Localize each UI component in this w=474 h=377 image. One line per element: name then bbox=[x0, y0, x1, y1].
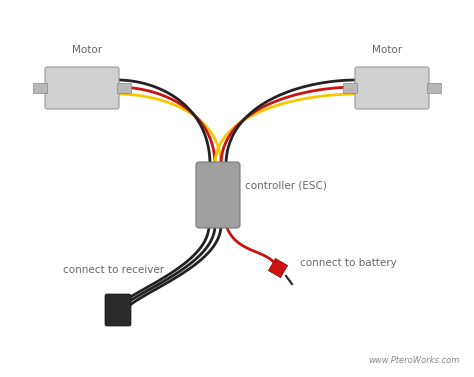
FancyBboxPatch shape bbox=[105, 294, 131, 326]
Text: connect to battery: connect to battery bbox=[300, 258, 397, 268]
Text: Motor: Motor bbox=[372, 45, 402, 55]
Text: connect to receiver: connect to receiver bbox=[63, 265, 164, 275]
Bar bbox=[117, 83, 131, 93]
Bar bbox=[343, 83, 357, 93]
FancyBboxPatch shape bbox=[45, 67, 119, 109]
FancyBboxPatch shape bbox=[355, 67, 429, 109]
Text: Motor: Motor bbox=[72, 45, 102, 55]
Bar bbox=[427, 83, 441, 93]
Text: www.PteroWorks.com: www.PteroWorks.com bbox=[369, 356, 460, 365]
Polygon shape bbox=[268, 259, 288, 277]
Text: controller (ESC): controller (ESC) bbox=[245, 180, 327, 190]
Bar bbox=[33, 83, 47, 93]
FancyBboxPatch shape bbox=[196, 162, 240, 228]
